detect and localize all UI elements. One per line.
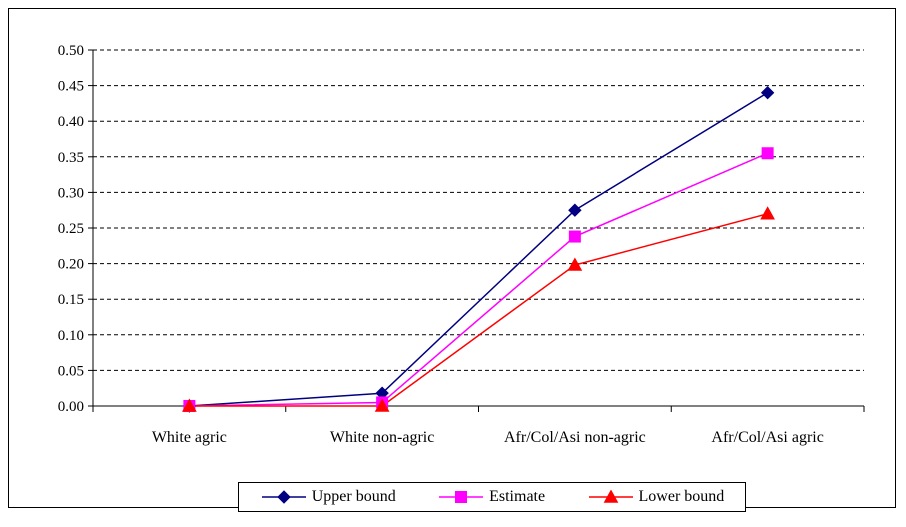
legend-label: Upper bound	[311, 488, 396, 505]
series-line-estimate	[189, 152, 768, 407]
y-tick-label: 0.40	[58, 114, 84, 130]
x-tick-label: White agric	[152, 429, 227, 446]
x-tick-label: Afr/Col/Asi agric	[711, 429, 823, 446]
x-tick-label: Afr/Col/Asi non-agric	[504, 429, 646, 446]
x-tick-label: White non-agric	[330, 429, 434, 446]
y-tick-label: 0.00	[58, 399, 84, 415]
legend-marker	[603, 490, 618, 503]
y-tick-label: 0.05	[58, 363, 84, 379]
data-point	[182, 398, 197, 412]
data-point	[760, 86, 775, 100]
legend-label: Lower bound	[638, 488, 725, 505]
data-point	[760, 206, 775, 220]
y-tick-label: 0.15	[58, 292, 84, 308]
legend-marker	[455, 491, 468, 503]
legend-marker	[276, 490, 291, 504]
y-tick-label: 0.35	[58, 150, 84, 166]
y-tick-label: 0.30	[58, 185, 84, 201]
y-tick-label: 0.10	[58, 328, 84, 344]
y-tick-label: 0.50	[58, 43, 84, 59]
y-tick-label: 0.20	[58, 257, 84, 273]
series-line-upper-bound	[189, 92, 769, 407]
series-line-lower-bound	[189, 213, 768, 407]
axes: 0.00 0.05 0.10 0.15 0.20 0.25 0.30 0.35 0.40 0.45…	[58, 43, 865, 446]
legend-item: Upper bound	[260, 488, 396, 506]
line-chart: 0.00 0.05 0.10 0.15 0.20 0.25 0.30 0.35 0.40 0.45…	[58, 43, 865, 446]
legend-item: Lower bound	[587, 488, 725, 506]
gridlines	[93, 49, 864, 371]
data-point	[568, 203, 582, 217]
series-group	[182, 86, 775, 413]
chart-area: 0.00 0.05 0.10 0.15 0.20 0.25 0.30 0.35 0.40 0.45…	[8, 8, 896, 508]
y-tick-label: 0.25	[58, 221, 84, 237]
data-point	[568, 230, 581, 243]
legend-swatch	[261, 490, 306, 504]
legend-label: Estimate	[489, 488, 546, 505]
legend-swatch	[588, 490, 633, 503]
data-point	[567, 257, 583, 271]
legend-swatch	[439, 491, 484, 503]
legend-item: Estimate	[437, 488, 545, 506]
data-point	[374, 398, 390, 412]
legend: Upper bound Estimate Lower bound	[238, 482, 746, 512]
data-point	[761, 147, 774, 160]
y-tick-label: 0.45	[58, 79, 84, 95]
